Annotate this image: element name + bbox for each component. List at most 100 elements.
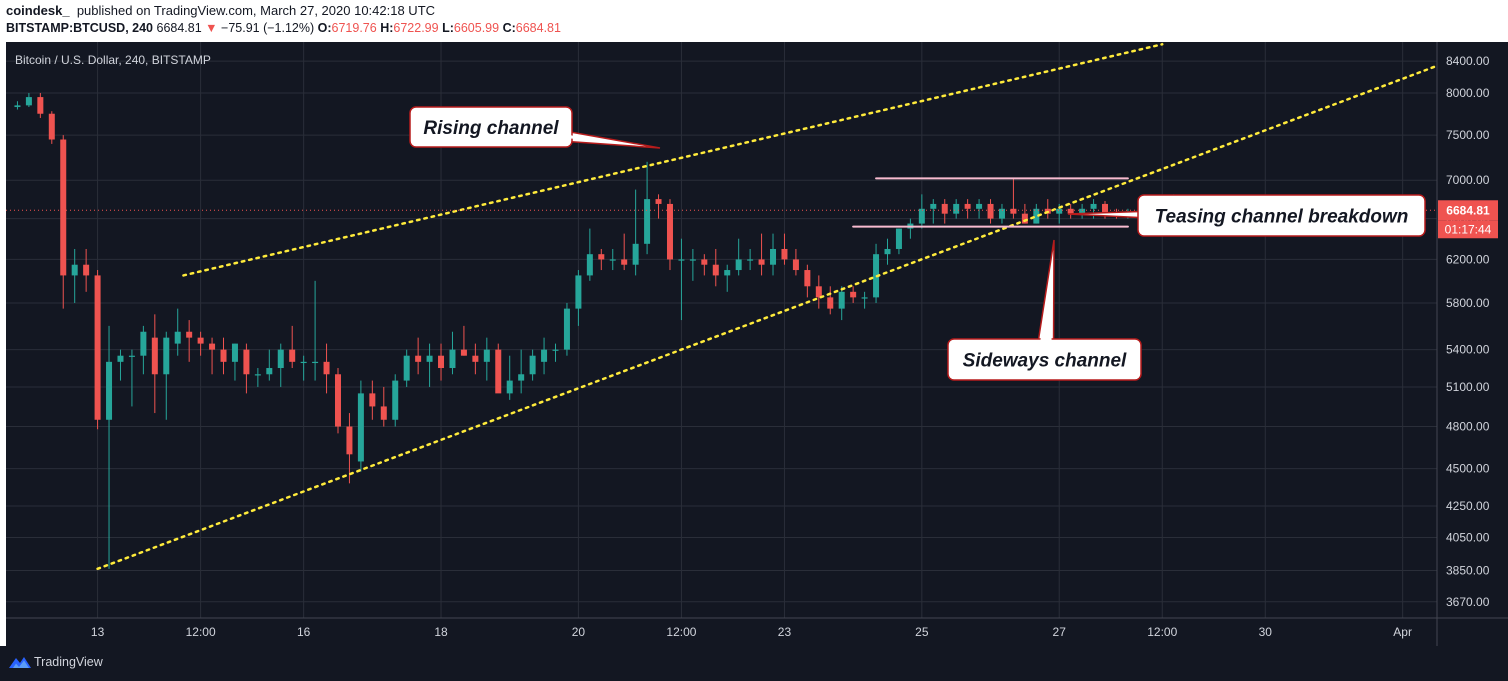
chart-panel[interactable] (6, 42, 1508, 646)
candle-body (1079, 208, 1086, 214)
tradingview-brand[interactable]: TradingView (34, 655, 103, 669)
open-value: 6719.76 (331, 21, 377, 35)
candle-body (483, 349, 490, 362)
candle-body (48, 113, 55, 140)
candle-body (770, 248, 777, 265)
close-value: 6684.81 (515, 21, 561, 35)
candle-body (998, 208, 1005, 219)
rising-channel-callout-label: Rising channel (423, 118, 559, 139)
footer-bar (0, 646, 1508, 681)
y-tick-label: 3670.00 (1446, 595, 1490, 609)
candle-body (563, 308, 570, 350)
candle-body (655, 199, 662, 204)
candle-body (792, 259, 799, 271)
y-tick-label: 6200.00 (1446, 252, 1490, 266)
rising-channel-callout-pointer-mask (490, 119, 593, 140)
open-label: O: (317, 21, 332, 35)
candle-body (209, 343, 216, 350)
candle-body (781, 248, 788, 260)
candle-body (1067, 208, 1074, 214)
candle-body (621, 259, 628, 265)
x-tick-label: 25 (915, 625, 929, 639)
countdown-badge-label: 01:17:44 (1445, 222, 1492, 236)
x-tick-label: 12:00 (186, 625, 216, 639)
symbol-line: BITSTAMP:BTCUSD, 240 6684.81 ▼ −75.91 (−… (6, 21, 561, 35)
candle-body (678, 259, 685, 261)
candle-body (586, 254, 593, 276)
candle-body (25, 97, 32, 106)
x-tick-label: Apr (1393, 625, 1412, 639)
candle-body (976, 203, 983, 209)
candle-body (838, 291, 845, 309)
candle-body (735, 259, 742, 271)
candle-body (37, 97, 44, 114)
candle-body (426, 355, 433, 362)
candle-body (392, 380, 399, 420)
tradingview-logo-icon[interactable] (8, 654, 32, 670)
candle-body (266, 368, 273, 375)
teasing-breakdown-callout-pointer-mask (1153, 207, 1282, 224)
candle-body (151, 337, 158, 375)
price-badge (1438, 200, 1498, 221)
x-tick-label: 13 (91, 625, 105, 639)
candle-body (14, 105, 21, 108)
candle-body (701, 259, 708, 265)
candle-body (884, 248, 891, 255)
candle-body (243, 349, 250, 375)
candle-body (861, 297, 868, 299)
x-tick-label: 12:00 (666, 625, 696, 639)
y-tick-label: 8400.00 (1446, 54, 1490, 68)
pane-title: Bitcoin / U.S. Dollar, 240, BITSTAMP (15, 53, 211, 67)
candle-body (403, 355, 410, 381)
publish-info: published on TradingView.com, March 27, … (76, 3, 436, 18)
y-tick-label: 4250.00 (1446, 499, 1490, 513)
candle-body (518, 374, 525, 381)
sideways-channel-callout-pointer-mask (1036, 287, 1053, 361)
candle-body (254, 374, 261, 376)
low-label: L: (442, 21, 454, 35)
candle-body (644, 199, 651, 244)
price-change: −75.91 (−1.12%) (221, 21, 315, 35)
candle-body (83, 264, 90, 276)
candle-body (953, 203, 960, 214)
candle-body (609, 259, 616, 261)
candle-body (460, 349, 467, 356)
candle-body (964, 203, 971, 209)
x-tick-label: 16 (297, 625, 311, 639)
candle-body (1010, 208, 1017, 214)
y-tick-label: 7500.00 (1446, 128, 1490, 142)
candle-body (598, 254, 605, 260)
y-tick-label: 3850.00 (1446, 564, 1490, 578)
candle-body (334, 374, 341, 427)
x-tick-label: 30 (1259, 625, 1273, 639)
symbol: BITSTAMP:BTCUSD, 240 (6, 21, 154, 35)
candle-body (346, 426, 353, 455)
candle-body (895, 228, 902, 249)
candle-body (506, 380, 513, 394)
last-price: 6684.81 (156, 21, 202, 35)
candle-body (312, 361, 319, 364)
y-tick-label: 8000.00 (1446, 86, 1490, 100)
publisher-name[interactable]: coindesk_ (6, 3, 70, 18)
candle-body (438, 355, 445, 369)
x-tick-label: 18 (434, 625, 448, 639)
y-tick-label: 7000.00 (1446, 173, 1490, 187)
y-tick-label: 5800.00 (1446, 296, 1490, 310)
low-value: 6605.99 (453, 21, 500, 35)
candle-body (231, 343, 238, 362)
candle-body (918, 208, 925, 224)
candle-body (369, 393, 376, 407)
candle-body (1102, 203, 1109, 214)
candle-body (758, 259, 765, 265)
candle-body (357, 393, 364, 462)
candle-body (529, 355, 536, 375)
candle-body (472, 355, 479, 362)
candle-body (128, 355, 135, 357)
teasing-breakdown-callout-label: Teasing channel breakdown (1155, 207, 1409, 228)
candle-body (163, 337, 170, 375)
y-tick-label: 4050.00 (1446, 530, 1490, 544)
candle-body (1090, 203, 1097, 209)
change-arrow-icon: ▼ (205, 21, 218, 35)
candle-body (140, 331, 147, 356)
